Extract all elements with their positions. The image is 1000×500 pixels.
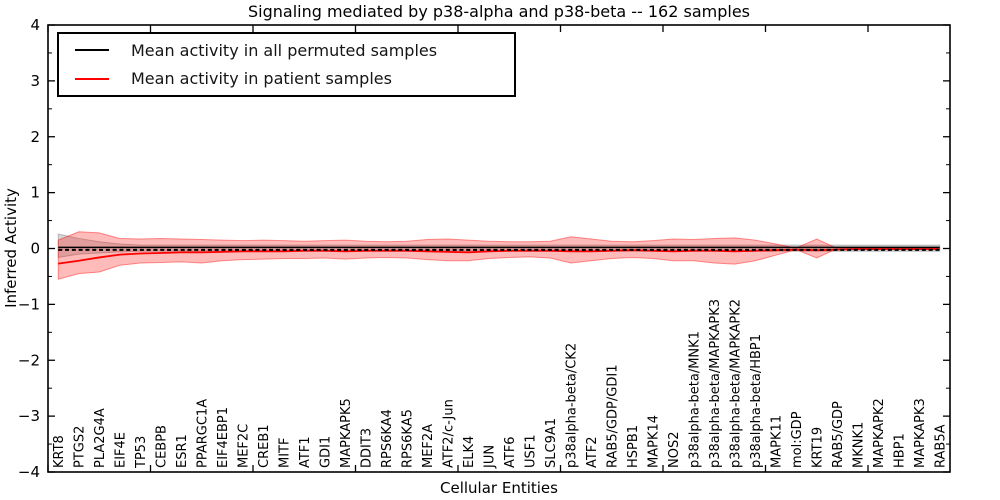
x-category-label: MITF <box>277 438 292 468</box>
x-category-label: ATF6 <box>503 436 518 468</box>
x-category-label: MAPK11 <box>769 415 784 468</box>
chart-title: Signaling mediated by p38-alpha and p38-… <box>247 2 750 21</box>
x-category-label: mol:GDP <box>790 411 805 468</box>
x-category-label: RAB5A <box>933 424 948 468</box>
x-category-label: JUN <box>482 445 497 469</box>
permuted-line-swatch <box>75 49 109 52</box>
y-tick-label: 1 <box>30 184 40 202</box>
x-category-label: PPARGC1A <box>195 399 210 468</box>
y-tick-label: 0 <box>30 240 40 258</box>
x-category-label: PTGS2 <box>72 426 87 468</box>
legend: Mean activity in all permuted samples Me… <box>57 32 516 97</box>
y-tick-label: 2 <box>30 128 40 146</box>
x-category-label: RAB5/GDP/GDI1 <box>605 365 620 468</box>
x-category-label: RPS6KA5 <box>400 409 415 468</box>
x-category-label: MAPKAPK5 <box>339 398 354 468</box>
legend-entry-patient: Mean activity in patient samples <box>75 65 508 93</box>
x-category-label: ELK4 <box>462 436 477 468</box>
x-category-label: SLC9A1 <box>544 418 559 468</box>
patient-line-swatch <box>75 77 109 80</box>
x-category-label: EIF4E <box>113 432 128 468</box>
x-category-label: CREB1 <box>257 424 272 468</box>
x-category-label: TP53 <box>134 436 149 469</box>
x-category-label: p38alpha-beta/MAPKAPK3 <box>708 299 723 468</box>
y-tick-label: −1 <box>18 295 40 313</box>
x-category-label: MEF2A <box>421 424 436 468</box>
x-category-label: USF1 <box>523 434 538 468</box>
y-tick-label: −3 <box>18 407 40 425</box>
x-category-label: PLA2G4A <box>93 408 108 468</box>
x-category-label: p38alpha-beta/CK2 <box>564 343 579 468</box>
x-category-label: NOS2 <box>667 432 682 468</box>
x-axis-label: Cellular Entities <box>440 479 558 497</box>
x-category-label: ATF1 <box>298 436 313 468</box>
legend-entry-permuted: Mean activity in all permuted samples <box>75 36 508 64</box>
x-category-label: HBP1 <box>892 433 907 468</box>
x-category-label: EIF4EBP1 <box>216 407 231 468</box>
x-category-label: ESR1 <box>175 434 190 468</box>
x-category-label: DDIT3 <box>359 428 374 468</box>
x-category-label: ATF2 <box>585 436 600 468</box>
y-axis-label: Inferred Activity <box>2 188 20 308</box>
x-category-label: ATF2/c-Jun <box>441 399 456 468</box>
x-category-label: CEBPB <box>154 425 169 468</box>
x-category-label: KRT8 <box>52 435 67 468</box>
x-category-label: HSPB1 <box>626 425 641 468</box>
x-category-label: p38alpha-beta/MAPKAPK2 <box>728 299 743 468</box>
x-category-label: RAB5/GDP <box>831 401 846 468</box>
legend-label: Mean activity in all permuted samples <box>131 40 438 60</box>
legend-label: Mean activity in patient samples <box>131 69 392 89</box>
x-category-label: MAPKAPK3 <box>913 398 928 468</box>
x-category-label: MAPKAPK2 <box>872 398 887 468</box>
y-tick-label: 4 <box>30 16 40 34</box>
y-tick-label: 3 <box>30 72 40 90</box>
x-category-label: p38alpha-beta/MNK1 <box>687 331 702 468</box>
x-category-label: MKNK1 <box>851 422 866 468</box>
x-category-label: p38alpha-beta/HBP1 <box>749 334 764 468</box>
x-category-label: KRT19 <box>810 427 825 468</box>
x-category-label: MAPK14 <box>646 415 661 468</box>
x-category-label: MEF2C <box>236 424 251 468</box>
y-tick-label: −4 <box>18 463 40 481</box>
x-category-label: RPS6KA4 <box>380 409 395 468</box>
x-category-label: GDI1 <box>318 436 333 468</box>
y-tick-label: −2 <box>18 351 40 369</box>
